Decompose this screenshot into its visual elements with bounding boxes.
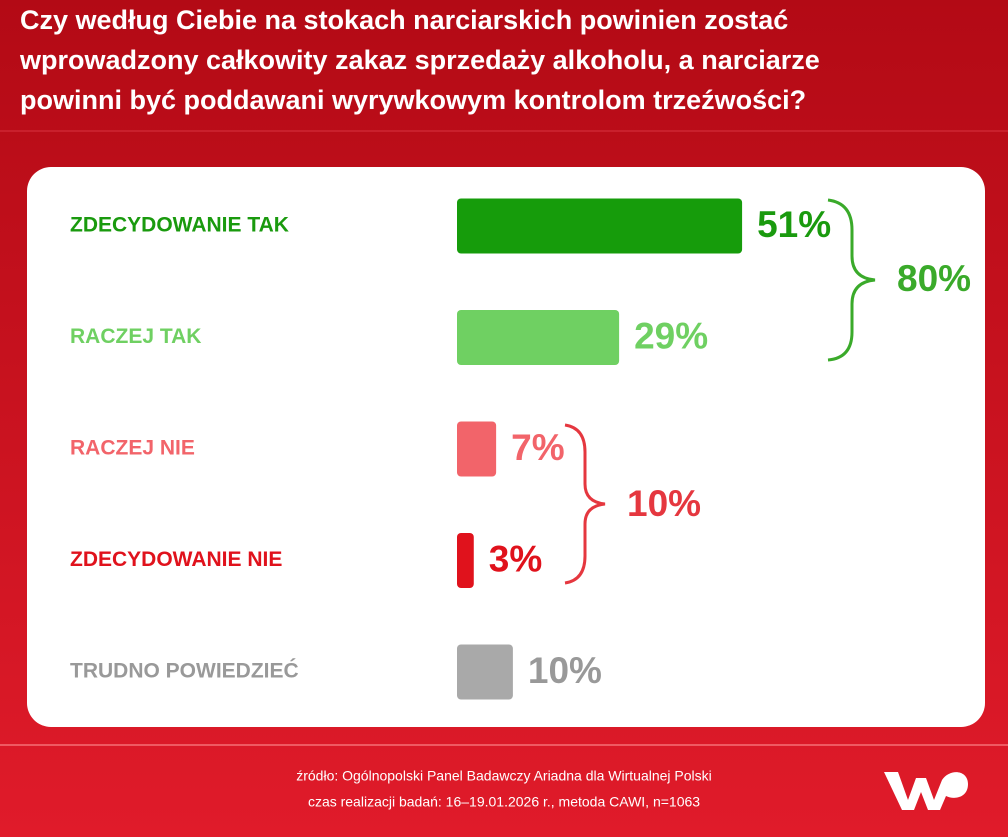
value-label: 10%: [528, 650, 602, 691]
title-line: Czy według Ciebie na stokach narciarskic…: [20, 5, 788, 35]
value-label: 7%: [511, 427, 564, 468]
title-separator: [0, 130, 1008, 132]
title-line: powinni być poddawani wyrywkowym kontrol…: [20, 85, 806, 115]
group-label: 10%: [627, 483, 701, 524]
card: [27, 167, 985, 727]
bar: [457, 533, 474, 588]
title-line: wprowadzony całkowity zakaz sprzedaży al…: [19, 45, 820, 75]
source: źródło: Ogólnopolski Panel Badawczy Aria…: [296, 768, 712, 784]
bar: [457, 644, 513, 700]
bar: [457, 421, 497, 477]
category-label: TRUDNO POWIEDZIEĆ: [70, 659, 299, 683]
category-label: ZDECYDOWANIE TAK: [70, 214, 289, 237]
category-label: ZDECYDOWANIE NIE: [70, 548, 282, 571]
value-label: 51%: [757, 204, 831, 245]
category-label: RACZEJ TAK: [70, 325, 201, 348]
logo: [884, 772, 968, 810]
value-label: 3%: [489, 538, 542, 579]
bar: [457, 310, 620, 365]
value-label: 29%: [634, 315, 708, 356]
category-label: RACZEJ NIE: [70, 437, 195, 460]
group-label: 80%: [897, 258, 971, 299]
group-bracket: [564, 423, 606, 585]
source: czas realizacji badań: 16–19.01.2026 r.,…: [308, 794, 700, 810]
group-bracket: [827, 198, 876, 362]
footer-separator: [0, 744, 1008, 746]
bar: [457, 198, 743, 254]
